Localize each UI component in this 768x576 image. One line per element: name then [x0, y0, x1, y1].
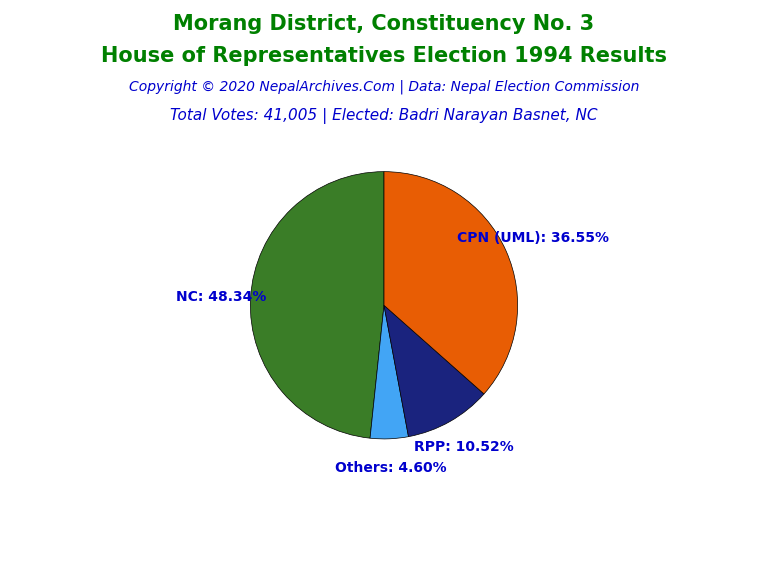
Text: Total Votes: 41,005 | Elected: Badri Narayan Basnet, NC: Total Votes: 41,005 | Elected: Badri Nar… — [170, 108, 598, 124]
Text: CPN (UML): 36.55%: CPN (UML): 36.55% — [457, 232, 609, 245]
Text: Morang District, Constituency No. 3: Morang District, Constituency No. 3 — [174, 14, 594, 35]
Wedge shape — [370, 305, 409, 439]
Text: RPP: 10.52%: RPP: 10.52% — [415, 440, 514, 454]
Wedge shape — [250, 172, 384, 438]
Wedge shape — [384, 172, 518, 394]
Text: House of Representatives Election 1994 Results: House of Representatives Election 1994 R… — [101, 46, 667, 66]
Text: Copyright © 2020 NepalArchives.Com | Data: Nepal Election Commission: Copyright © 2020 NepalArchives.Com | Dat… — [129, 79, 639, 94]
Text: Others: 4.60%: Others: 4.60% — [335, 461, 446, 475]
Text: NC: 48.34%: NC: 48.34% — [176, 290, 266, 304]
Wedge shape — [384, 305, 484, 437]
